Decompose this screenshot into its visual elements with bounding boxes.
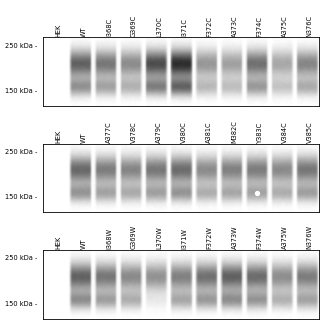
Text: A373C: A373C [231, 15, 237, 37]
Text: A377C: A377C [106, 121, 112, 143]
Text: 250 kDa -: 250 kDa - [4, 43, 37, 49]
Text: A375C: A375C [282, 15, 288, 37]
Text: HEK: HEK [56, 23, 62, 37]
Text: N376W: N376W [307, 225, 313, 249]
Text: A379C: A379C [156, 121, 162, 143]
Text: HEK: HEK [56, 236, 62, 249]
Text: V384C: V384C [282, 121, 288, 143]
Text: F374W: F374W [257, 226, 263, 249]
Text: G369C: G369C [131, 14, 137, 37]
Text: F372W: F372W [206, 226, 212, 249]
Text: Y383C: Y383C [257, 122, 263, 143]
Text: G369W: G369W [131, 225, 137, 249]
Text: V380C: V380C [181, 121, 187, 143]
Text: 150 kDa -: 150 kDa - [5, 300, 37, 307]
Text: A375W: A375W [282, 226, 288, 249]
Text: WT: WT [81, 238, 87, 249]
Text: I371W: I371W [181, 228, 187, 249]
Text: WT: WT [81, 132, 87, 143]
Text: WT: WT [81, 26, 87, 37]
Text: V378C: V378C [131, 121, 137, 143]
Text: 150 kDa -: 150 kDa - [5, 88, 37, 94]
Text: V385C: V385C [307, 121, 313, 143]
Text: HEK: HEK [56, 130, 62, 143]
Text: I368C: I368C [106, 18, 112, 37]
Text: I368W: I368W [106, 228, 112, 249]
Text: A381C: A381C [206, 121, 212, 143]
Text: 150 kDa -: 150 kDa - [5, 194, 37, 200]
Text: N376C: N376C [307, 15, 313, 37]
Text: 250 kDa -: 250 kDa - [4, 255, 37, 261]
Text: L370W: L370W [156, 227, 162, 249]
Text: A373W: A373W [231, 226, 237, 249]
Text: F372C: F372C [206, 16, 212, 37]
Text: 250 kDa -: 250 kDa - [4, 149, 37, 155]
Text: M382C: M382C [231, 120, 237, 143]
Text: F374C: F374C [257, 16, 263, 37]
Text: L370C: L370C [156, 16, 162, 37]
Text: I371C: I371C [181, 18, 187, 37]
